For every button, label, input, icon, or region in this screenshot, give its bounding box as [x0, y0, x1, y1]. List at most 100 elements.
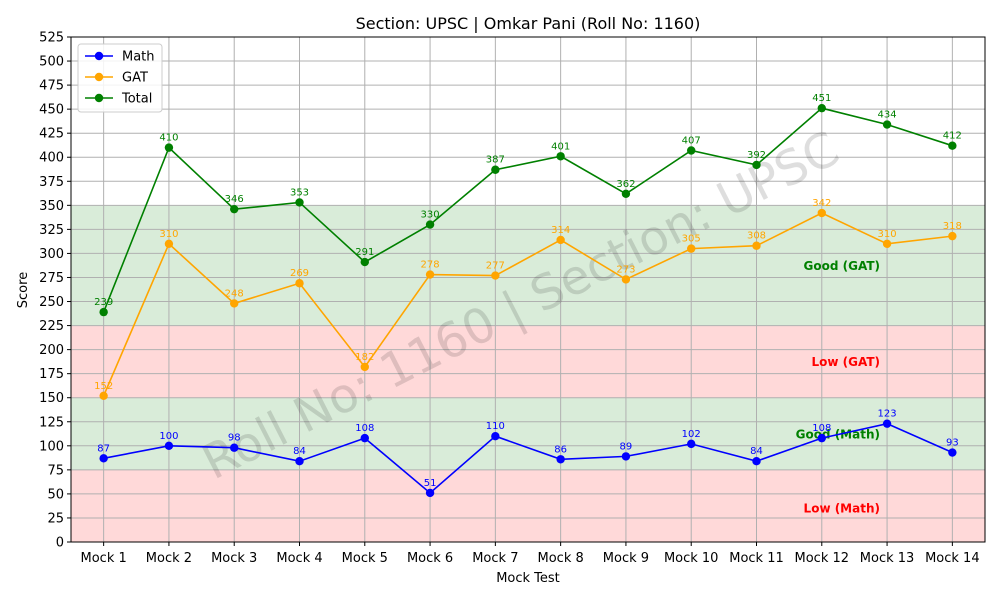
- data-label-gat: 318: [943, 221, 962, 232]
- data-label-math: 87: [97, 443, 110, 454]
- data-point-total: [752, 160, 761, 170]
- x-tick-label: Mock 11: [729, 551, 784, 566]
- y-tick-label: 125: [39, 415, 64, 430]
- data-label-total: 362: [616, 179, 635, 190]
- data-label-gat: 273: [616, 264, 635, 275]
- data-label-gat: 182: [355, 352, 374, 363]
- data-label-math: 108: [812, 423, 831, 434]
- data-label-gat: 314: [551, 225, 570, 236]
- y-tick-label: 375: [39, 175, 64, 190]
- y-tick-label: 525: [39, 31, 64, 46]
- data-label-gat: 277: [486, 261, 505, 272]
- plot-frame: [70, 36, 986, 543]
- x-axis-title: Mock Test: [496, 571, 560, 586]
- data-point-total: [360, 257, 369, 267]
- data-point-math: [817, 433, 826, 443]
- data-point-math: [621, 452, 631, 461]
- y-tick-label: 75: [47, 463, 64, 478]
- data-point-total: [556, 152, 565, 161]
- data-label-gat: 310: [159, 229, 178, 240]
- data-point-gat: [948, 231, 957, 241]
- data-label-math: 102: [682, 429, 701, 440]
- data-point-gat: [882, 239, 892, 249]
- y-tick-label: 0: [56, 536, 64, 551]
- legend: Math GAT Total: [77, 43, 163, 113]
- x-tick-label: Mock 3: [211, 551, 257, 566]
- legend-marker-math: [94, 51, 104, 61]
- y-tick-label: 275: [39, 271, 64, 286]
- band-label: Low (Math): [804, 501, 880, 515]
- data-point-math: [230, 443, 239, 452]
- y-tick-label: 225: [39, 319, 64, 334]
- data-point-total: [425, 220, 435, 229]
- data-label-math: 89: [620, 441, 633, 452]
- axes: 0 25 50 75 100 125 150 175 200 225 250 275 300 325 350…: [39, 31, 986, 566]
- y-tick-label: 150: [39, 391, 64, 406]
- x-tick-label: Mock 8: [538, 551, 584, 566]
- data-point-math: [295, 457, 304, 466]
- data-label-gat: 305: [682, 234, 701, 245]
- x-tick-label: Mock 12: [795, 551, 850, 566]
- data-point-total: [230, 204, 239, 214]
- data-point-gat: [621, 275, 631, 284]
- data-label-total: 387: [486, 155, 505, 166]
- data-point-total: [621, 189, 631, 198]
- data-label-total: 330: [421, 210, 440, 221]
- y-tick-label: 450: [39, 103, 64, 118]
- data-label-gat: 342: [812, 198, 831, 209]
- data-label-math: 51: [424, 478, 437, 489]
- data-point-gat: [99, 391, 108, 400]
- y-tick-label: 500: [39, 55, 64, 70]
- y-tick-label: 475: [39, 79, 64, 94]
- data-point-math: [164, 441, 174, 451]
- data-label-total: 392: [747, 150, 766, 161]
- series-line-gat: [102, 212, 953, 397]
- y-tick-label: 400: [39, 151, 64, 166]
- band-label: Low (GAT): [811, 355, 880, 369]
- data-label-gat: 269: [290, 268, 309, 279]
- band-low-gat: [71, 325, 985, 398]
- x-tick-label: Mock 10: [664, 551, 719, 566]
- data-point-total: [817, 103, 826, 113]
- y-tick-label: 325: [39, 223, 64, 238]
- data-label-total: 434: [878, 110, 897, 121]
- band-labels: Low (Math)Good (Math)Low (GAT)Good (GAT): [796, 259, 880, 515]
- data-label-total: 239: [94, 297, 113, 308]
- data-point-gat: [687, 244, 696, 253]
- data-label-math: 86: [554, 444, 567, 455]
- x-tick-label: Mock 14: [925, 551, 980, 566]
- data-point-total: [687, 146, 696, 155]
- y-tick-label: 25: [47, 511, 64, 526]
- x-tick-label: Mock 13: [860, 551, 915, 566]
- data-point-gat: [556, 235, 565, 245]
- data-label-math: 93: [946, 438, 959, 449]
- x-tick-label: Mock 7: [472, 551, 518, 566]
- data-point-math: [99, 454, 108, 463]
- data-label-math: 100: [159, 431, 178, 442]
- data-point-total: [948, 141, 957, 150]
- data-label-total: 407: [682, 136, 701, 147]
- y-tick-label: 100: [39, 439, 64, 454]
- data-point-gat: [752, 241, 761, 250]
- legend-marker-gat: [94, 72, 104, 82]
- data-label-gat: 248: [225, 288, 244, 299]
- series-line-total: [102, 107, 953, 313]
- data-label-gat: 278: [421, 260, 440, 271]
- band-good-gat: [71, 205, 985, 326]
- data-point-math: [687, 439, 696, 449]
- y-tick-label: 300: [39, 247, 64, 262]
- band-low-math: [71, 469, 985, 542]
- data-point-math: [360, 433, 369, 443]
- data-point-gat: [425, 270, 435, 279]
- data-label-total: 412: [943, 131, 962, 142]
- data-label-math: 98: [228, 433, 241, 444]
- legend-label-gat: GAT: [122, 71, 148, 86]
- data-label-math: 110: [486, 421, 505, 432]
- x-tick-label: Mock 5: [342, 551, 388, 566]
- data-label-total: 291: [355, 247, 374, 258]
- y-tick-label: 425: [39, 127, 64, 142]
- data-label-total: 401: [551, 141, 570, 152]
- x-tick-label: Mock 1: [81, 551, 127, 566]
- legend-label-math: Math: [122, 50, 155, 65]
- data-label-gat: 308: [747, 231, 766, 242]
